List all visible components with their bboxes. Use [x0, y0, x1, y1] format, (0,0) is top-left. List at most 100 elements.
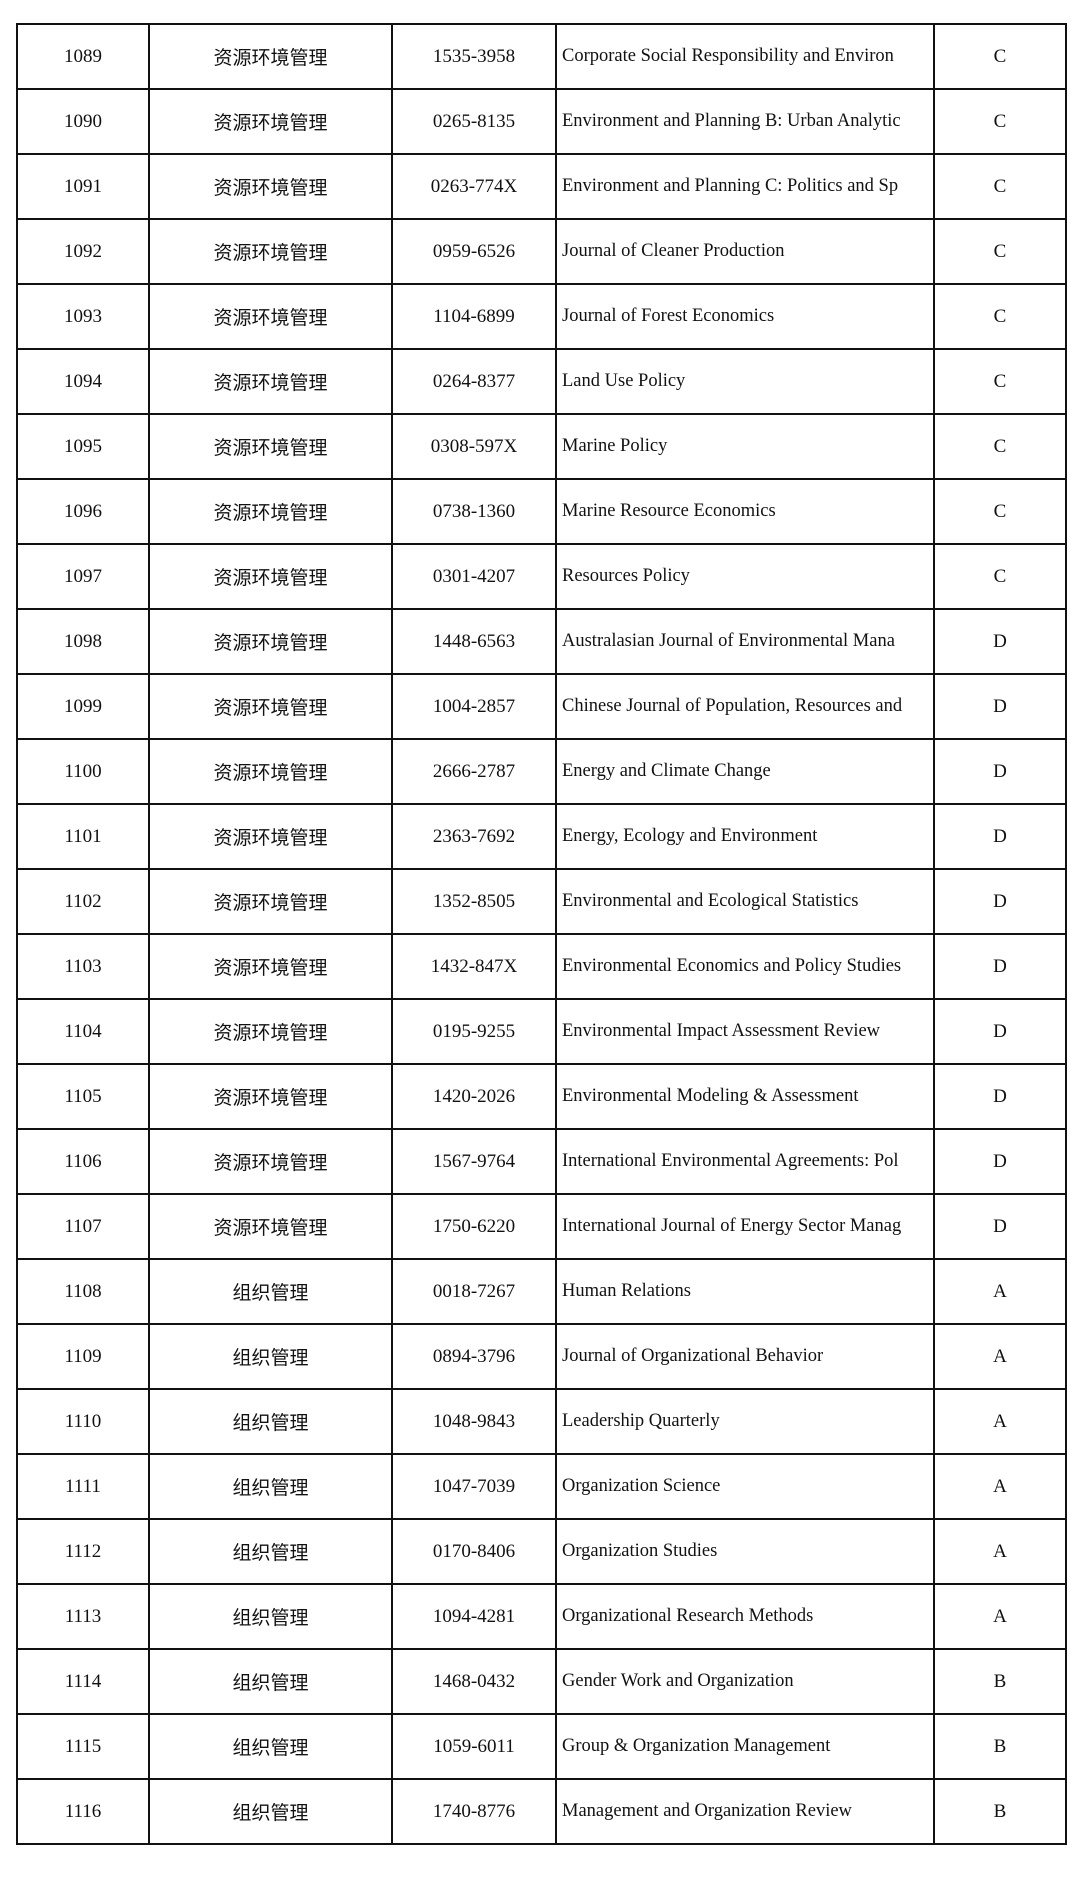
table-row: 1104 资源环境管理 0195-9255 Environmental Impact …	[16, 998, 1067, 1065]
field: 资源环境管理	[148, 673, 393, 740]
grade: C	[933, 218, 1067, 285]
field: 资源环境管理	[148, 998, 393, 1065]
journal-title: Environmental Economics and Policy Studi…	[555, 933, 935, 1000]
grade: C	[933, 413, 1067, 480]
field: 资源环境管理	[148, 153, 393, 220]
journal-title: Environmental and Ecological Statistics	[555, 868, 935, 935]
grade: D	[933, 608, 1067, 675]
table-row: 1091 资源环境管理 0263-774X Environment and Plann…	[16, 153, 1067, 220]
issn: 0894-3796	[391, 1323, 557, 1390]
issn: 1104-6899	[391, 283, 557, 350]
row-number: 1108	[16, 1258, 150, 1325]
row-number: 1093	[16, 283, 150, 350]
grade: D	[933, 738, 1067, 805]
field: 资源环境管理	[148, 413, 393, 480]
field: 组织管理	[148, 1388, 393, 1455]
row-number: 1112	[16, 1518, 150, 1585]
grade: D	[933, 673, 1067, 740]
grade: C	[933, 348, 1067, 415]
table-row: 1098 资源环境管理 1448-6563 Australasian Journal …	[16, 608, 1067, 675]
journal-title: Management and Organization Review	[555, 1778, 935, 1845]
grade: D	[933, 1193, 1067, 1260]
issn: 1750-6220	[391, 1193, 557, 1260]
field: 组织管理	[148, 1713, 393, 1780]
row-number: 1099	[16, 673, 150, 740]
field: 组织管理	[148, 1583, 393, 1650]
table-row: 1100 资源环境管理 2666-2787 Energy and Climate Ch…	[16, 738, 1067, 805]
grade: D	[933, 1063, 1067, 1130]
issn: 1420-2026	[391, 1063, 557, 1130]
table-row: 1089 资源环境管理 1535-3958 Corporate Social Resp…	[16, 23, 1067, 90]
table-row: 1096 资源环境管理 0738-1360 Marine Resource Econo…	[16, 478, 1067, 545]
journal-title: International Journal of Energy Sector M…	[555, 1193, 935, 1260]
field: 资源环境管理	[148, 23, 393, 90]
journal-title: Chinese Journal of Population, Resources…	[555, 673, 935, 740]
issn: 0265-8135	[391, 88, 557, 155]
issn: 1047-7039	[391, 1453, 557, 1520]
field: 资源环境管理	[148, 868, 393, 935]
journal-title: Energy and Climate Change	[555, 738, 935, 805]
table-row: 1097 资源环境管理 0301-4207 Resources Policy C	[16, 543, 1067, 610]
grade: B	[933, 1648, 1067, 1715]
journal-title: Organization Science	[555, 1453, 935, 1520]
grade: C	[933, 283, 1067, 350]
row-number: 1092	[16, 218, 150, 285]
issn: 1432-847X	[391, 933, 557, 1000]
issn: 1740-8776	[391, 1778, 557, 1845]
issn: 2666-2787	[391, 738, 557, 805]
issn: 1048-9843	[391, 1388, 557, 1455]
grade: C	[933, 23, 1067, 90]
field: 资源环境管理	[148, 283, 393, 350]
issn: 1468-0432	[391, 1648, 557, 1715]
table-row: 1109 组织管理 0894-3796 Journal of Organization…	[16, 1323, 1067, 1390]
grade: D	[933, 998, 1067, 1065]
field: 资源环境管理	[148, 1193, 393, 1260]
row-number: 1090	[16, 88, 150, 155]
journal-title: Energy, Ecology and Environment	[555, 803, 935, 870]
row-number: 1095	[16, 413, 150, 480]
issn: 0738-1360	[391, 478, 557, 545]
table-row: 1099 资源环境管理 1004-2857 Chinese Journal of Po…	[16, 673, 1067, 740]
table-row: 1095 资源环境管理 0308-597X Marine Policy C	[16, 413, 1067, 480]
issn: 0264-8377	[391, 348, 557, 415]
field: 资源环境管理	[148, 218, 393, 285]
journal-title: Marine Resource Economics	[555, 478, 935, 545]
row-number: 1100	[16, 738, 150, 805]
table-row: 1116 组织管理 1740-8776 Management and Organiza…	[16, 1778, 1067, 1845]
table-row: 1113 组织管理 1094-4281 Organizational Research…	[16, 1583, 1067, 1650]
journal-title: Australasian Journal of Environmental Ma…	[555, 608, 935, 675]
grade: C	[933, 478, 1067, 545]
journal-title: Corporate Social Responsibility and Envi…	[555, 23, 935, 90]
field: 组织管理	[148, 1258, 393, 1325]
field: 组织管理	[148, 1518, 393, 1585]
row-number: 1104	[16, 998, 150, 1065]
row-number: 1109	[16, 1323, 150, 1390]
table-row: 1115 组织管理 1059-6011 Group & Organization Ma…	[16, 1713, 1067, 1780]
journal-title: Marine Policy	[555, 413, 935, 480]
grade: C	[933, 543, 1067, 610]
issn: 0195-9255	[391, 998, 557, 1065]
field: 资源环境管理	[148, 88, 393, 155]
table-row: 1103 资源环境管理 1432-847X Environmental Economi…	[16, 933, 1067, 1000]
row-number: 1091	[16, 153, 150, 220]
field: 资源环境管理	[148, 608, 393, 675]
row-number: 1098	[16, 608, 150, 675]
row-number: 1115	[16, 1713, 150, 1780]
table-row: 1093 资源环境管理 1104-6899 Journal of Forest Eco…	[16, 283, 1067, 350]
field: 组织管理	[148, 1648, 393, 1715]
grade: B	[933, 1778, 1067, 1845]
journal-title: Environmental Impact Assessment Review	[555, 998, 935, 1065]
journal-title: Organizational Research Methods	[555, 1583, 935, 1650]
grade: A	[933, 1388, 1067, 1455]
table-row: 1102 资源环境管理 1352-8505 Environmental and Eco…	[16, 868, 1067, 935]
issn: 0959-6526	[391, 218, 557, 285]
issn: 0308-597X	[391, 413, 557, 480]
row-number: 1113	[16, 1583, 150, 1650]
table-row: 1092 资源环境管理 0959-6526 Journal of Cleaner Pr…	[16, 218, 1067, 285]
grade: D	[933, 933, 1067, 1000]
row-number: 1097	[16, 543, 150, 610]
grade: C	[933, 88, 1067, 155]
table-row: 1105 资源环境管理 1420-2026 Environmental Modelin…	[16, 1063, 1067, 1130]
journal-title: Journal of Forest Economics	[555, 283, 935, 350]
